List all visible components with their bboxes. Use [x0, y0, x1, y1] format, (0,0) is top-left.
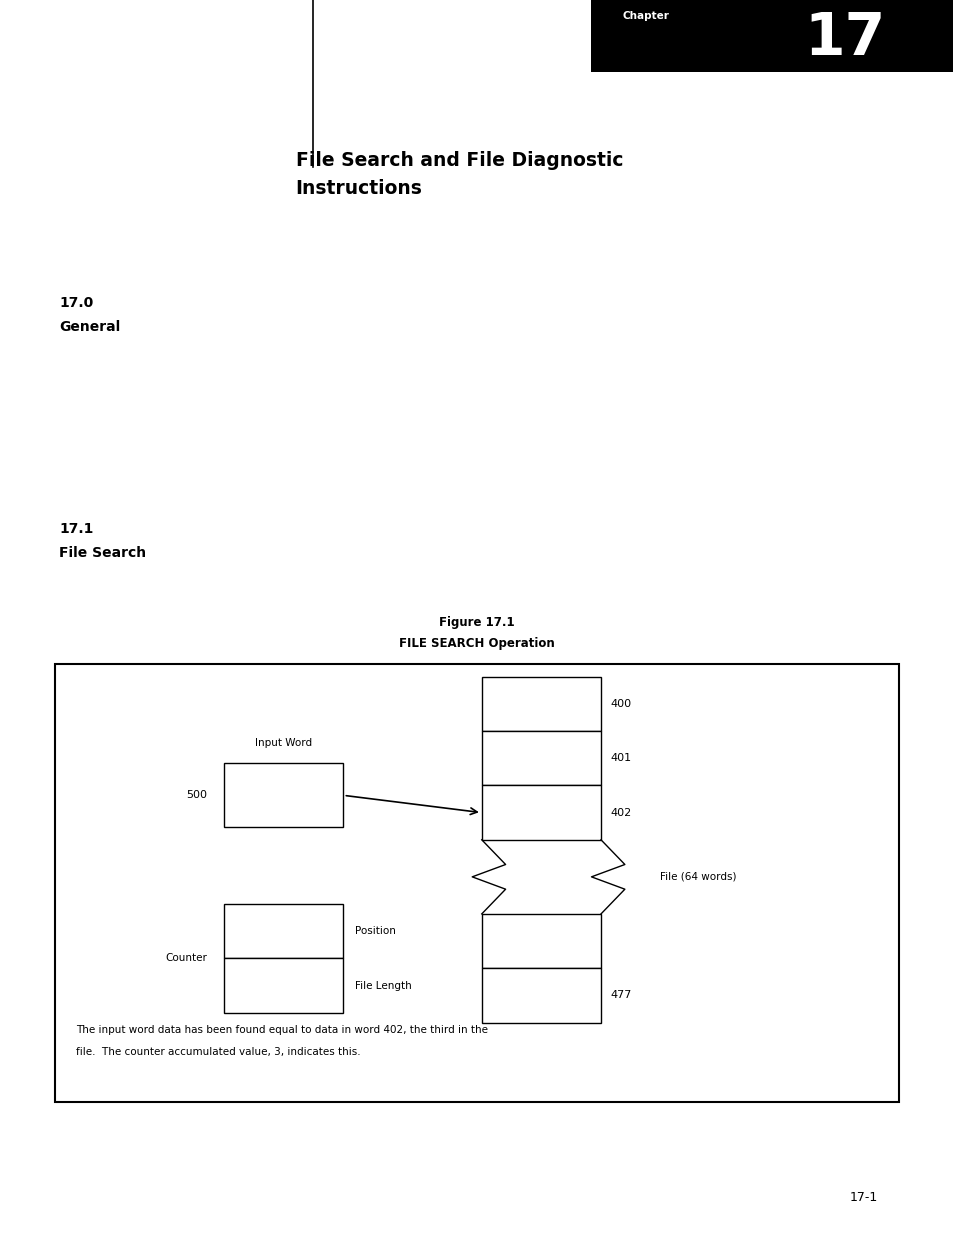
Text: 477: 477 [610, 990, 631, 1000]
Text: General: General [59, 320, 120, 335]
Bar [224, 958, 343, 1013]
Text: Input Word: Input Word [255, 739, 312, 748]
Bar [481, 785, 600, 840]
Text: The input word data has been found equal to data in word 402, the third in the: The input word data has been found equal… [76, 1025, 488, 1035]
Text: Figure 17.1: Figure 17.1 [438, 616, 515, 629]
Text: Chapter: Chapter [621, 11, 668, 21]
Bar [481, 677, 600, 731]
Text: 17-1: 17-1 [848, 1192, 877, 1204]
Bar [55, 664, 898, 1102]
Text: 17: 17 [803, 10, 885, 68]
Text: File Length: File Length [355, 981, 411, 990]
Text: File (64 words): File (64 words) [659, 872, 736, 882]
Bar [481, 968, 600, 1023]
Text: 17.1: 17.1 [59, 521, 93, 536]
Text: 401: 401 [610, 753, 631, 763]
Text: 5612: 5612 [268, 789, 299, 802]
Bar [591, 0, 953, 72]
Text: 402: 402 [610, 808, 631, 818]
Text: 5612: 5612 [525, 806, 557, 819]
Text: file.  The counter accumulated value, 3, indicates this.: file. The counter accumulated value, 3, … [76, 1047, 360, 1057]
Text: 17.0: 17.0 [59, 295, 93, 310]
Text: 003: 003 [272, 925, 295, 937]
Text: 500: 500 [186, 790, 207, 800]
Text: FILE SEARCH Operation: FILE SEARCH Operation [398, 637, 555, 650]
Bar [481, 731, 600, 785]
Text: Counter: Counter [165, 953, 207, 963]
Text: File Search: File Search [59, 546, 146, 561]
Text: Position: Position [355, 926, 395, 936]
Text: 064: 064 [272, 979, 295, 992]
Text: File Search and File Diagnostic: File Search and File Diagnostic [295, 151, 622, 170]
Text: Instructions: Instructions [295, 179, 422, 199]
Bar [224, 904, 343, 958]
Bar [481, 914, 600, 968]
Text: 400: 400 [610, 699, 631, 709]
Bar [224, 763, 343, 827]
